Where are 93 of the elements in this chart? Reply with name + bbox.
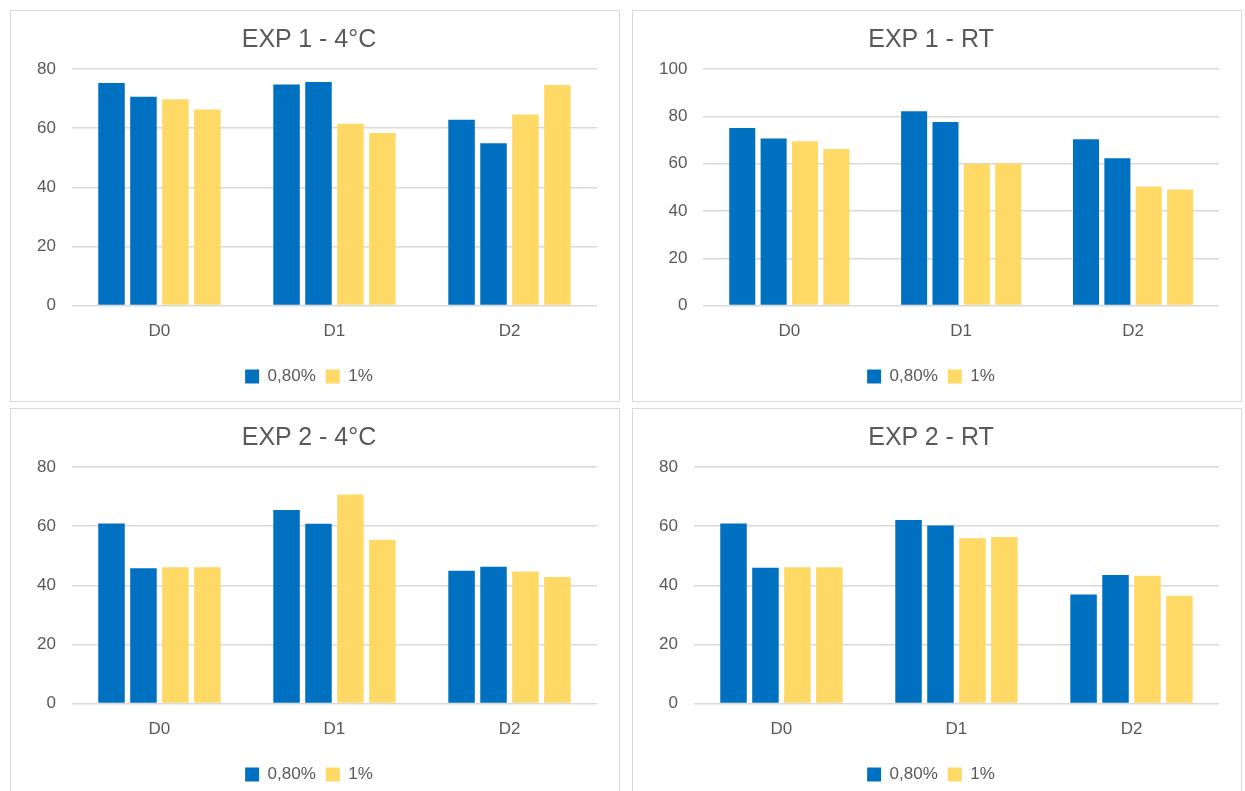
bar xyxy=(1134,575,1161,703)
y-tick-label: 80 xyxy=(36,456,56,476)
bar xyxy=(823,148,850,305)
x-tick-label: D2 xyxy=(498,321,521,341)
bar xyxy=(1072,139,1100,305)
bar xyxy=(729,127,756,305)
bar xyxy=(752,567,779,703)
y-tick-label: 40 xyxy=(36,574,56,594)
bar xyxy=(480,143,507,305)
x-tick-label: D1 xyxy=(950,321,973,341)
bar xyxy=(273,509,300,703)
y-tick-label: 20 xyxy=(658,634,678,654)
y-tick-label: 20 xyxy=(36,236,56,256)
bar xyxy=(130,96,157,305)
bar xyxy=(305,523,332,703)
bar xyxy=(1166,595,1193,703)
y-tick-label: 0 xyxy=(46,693,56,713)
chart-title: EXP 1 - RT xyxy=(868,23,994,52)
bar xyxy=(194,109,221,305)
x-tick-label: D2 xyxy=(1120,719,1143,739)
x-tick-label: D1 xyxy=(323,321,346,341)
bar xyxy=(448,119,475,305)
y-tick-label: 0 xyxy=(46,295,56,315)
x-tick-label: D1 xyxy=(323,719,346,739)
chart-title: EXP 2 - RT xyxy=(868,421,994,450)
bar xyxy=(959,538,986,703)
legend-label: 1% xyxy=(348,366,373,386)
bar xyxy=(98,523,125,703)
legend-label: 1% xyxy=(970,366,995,386)
y-tick-label: 60 xyxy=(36,515,56,535)
legend-label: 1% xyxy=(970,764,995,784)
y-tick-label: 40 xyxy=(658,574,678,594)
bar xyxy=(1104,158,1131,305)
y-tick-label: 80 xyxy=(36,58,56,78)
bar xyxy=(1070,594,1097,703)
y-tick-label: 100 xyxy=(658,58,688,78)
legend-label: 0,80% xyxy=(889,764,938,784)
y-tick-label: 20 xyxy=(36,634,56,654)
legend-label: 1% xyxy=(348,764,373,784)
bar xyxy=(895,519,922,703)
y-tick-label: 60 xyxy=(658,515,678,535)
bar xyxy=(1135,186,1162,305)
chart-title: EXP 1 - 4°C xyxy=(241,23,377,52)
bar xyxy=(162,567,189,703)
y-tick-label: 40 xyxy=(36,176,56,196)
bar xyxy=(369,132,396,305)
bar xyxy=(369,539,396,703)
x-tick-label: D0 xyxy=(148,719,171,739)
bar xyxy=(273,84,300,305)
bar xyxy=(784,567,811,703)
x-tick-label: D2 xyxy=(1122,321,1144,341)
legend-label: 0,80% xyxy=(267,764,316,784)
bar xyxy=(130,568,157,703)
y-tick-label: 20 xyxy=(668,247,688,267)
bar xyxy=(720,523,747,703)
bar xyxy=(98,82,125,305)
bar xyxy=(305,82,332,305)
legend-label: 0,80% xyxy=(889,366,938,386)
x-tick-label: D0 xyxy=(770,719,793,739)
bar xyxy=(932,122,959,305)
bar xyxy=(901,111,928,305)
y-tick-label: 80 xyxy=(658,456,678,476)
bar xyxy=(927,525,954,703)
bar xyxy=(162,99,189,305)
bar xyxy=(337,123,364,305)
bar xyxy=(544,84,571,305)
legend-label: 0,80% xyxy=(267,366,316,386)
x-tick-label: D1 xyxy=(945,719,968,739)
bar xyxy=(448,570,475,703)
bar xyxy=(995,163,1022,305)
x-tick-label: D0 xyxy=(778,321,801,341)
bar xyxy=(791,141,819,305)
bar xyxy=(480,566,507,703)
bar xyxy=(194,567,221,703)
bar xyxy=(512,571,539,703)
bar xyxy=(1102,574,1129,703)
chart-title: EXP 2 - 4°C xyxy=(241,421,377,450)
x-tick-label: D2 xyxy=(498,719,521,739)
bar xyxy=(991,537,1018,703)
y-tick-label: 40 xyxy=(668,200,688,220)
y-tick-label: 60 xyxy=(36,117,56,137)
y-tick-label: 80 xyxy=(668,106,688,126)
bar xyxy=(544,577,571,703)
x-tick-label: D0 xyxy=(148,321,171,341)
y-tick-label: 60 xyxy=(668,153,688,173)
bar xyxy=(512,114,539,305)
y-tick-label: 0 xyxy=(677,295,688,315)
bar xyxy=(760,138,787,305)
bar xyxy=(816,567,843,703)
bar xyxy=(1167,189,1194,305)
bar xyxy=(963,163,990,305)
y-tick-label: 0 xyxy=(668,693,678,713)
bar xyxy=(337,494,364,703)
